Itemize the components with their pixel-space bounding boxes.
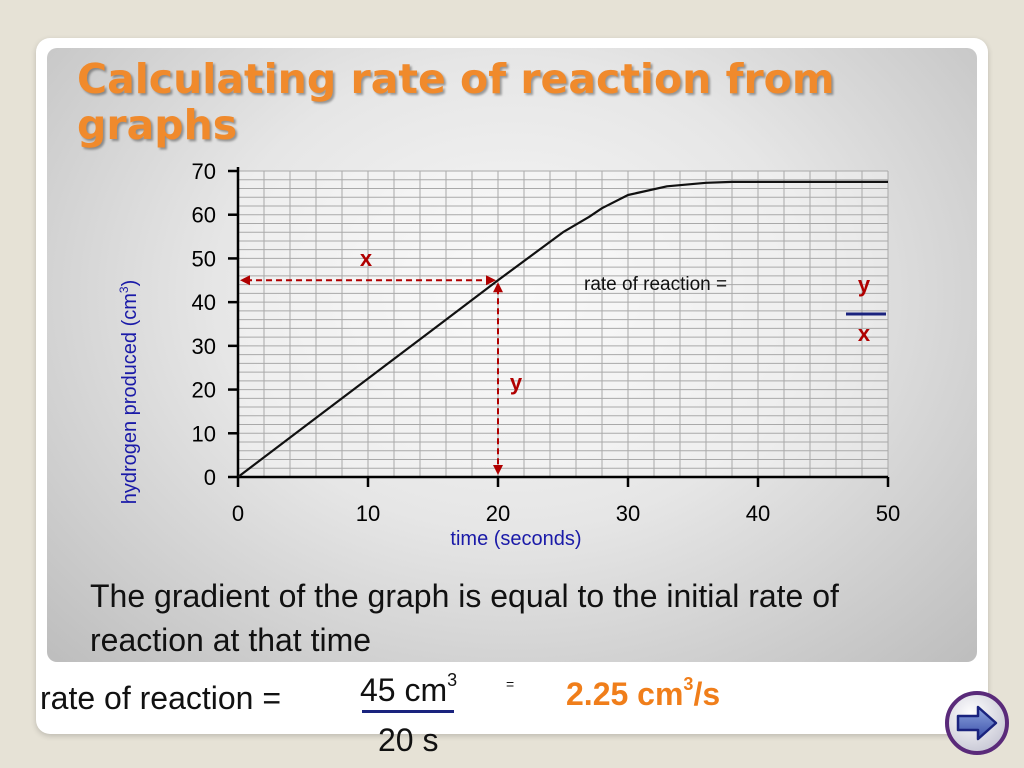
- chart-axes: [236, 167, 888, 479]
- y-tick-label: 20: [192, 378, 216, 403]
- gradient-caption: The gradient of the graph is equal to th…: [90, 578, 839, 658]
- formula-label: rate of reaction =: [40, 680, 282, 716]
- next-slide-button[interactable]: [944, 690, 1010, 756]
- fraction-numerator-y: y: [858, 272, 871, 297]
- y-axis-label-main: hydrogen produced (cm: [119, 293, 141, 504]
- chart-grid: [238, 170, 889, 477]
- arrowhead-down: [493, 465, 503, 475]
- x-annotation-label: x: [360, 246, 373, 271]
- arrowhead-left: [240, 275, 250, 286]
- y-tick-label: 0: [204, 465, 216, 490]
- result-sup: 3: [683, 674, 694, 694]
- x-axis-label: time (seconds): [450, 528, 581, 550]
- x-tick-label: 20: [486, 501, 510, 526]
- y-tick-label: 50: [192, 246, 216, 271]
- fraction-denominator-x: x: [858, 321, 871, 346]
- rate-formula-text: rate of reaction =: [584, 274, 727, 295]
- numerator-sup: 3: [447, 670, 458, 690]
- series-line: [237, 180, 888, 478]
- y-axis-label-sup: 3: [117, 286, 131, 293]
- y-tick-label: 30: [192, 334, 216, 359]
- fraction-bar: [362, 710, 454, 713]
- x-tick-label: 30: [616, 501, 640, 526]
- title-line-2: graphs: [77, 101, 238, 149]
- arrow-right-icon: [945, 691, 1009, 755]
- y-annotation-label: y: [510, 370, 523, 395]
- y-tick-label: 10: [192, 421, 216, 446]
- numerator-text: 45 cm: [360, 672, 448, 708]
- y-tick-label: 60: [192, 203, 216, 228]
- formula-numerator: 45 cm3: [360, 670, 458, 709]
- formula-denominator: 20 s: [378, 722, 439, 758]
- x-tick-label: 10: [356, 501, 380, 526]
- result-end: /s: [693, 676, 721, 712]
- formula-equals: =: [506, 676, 515, 692]
- result-text: 2.25 cm: [566, 676, 684, 712]
- y-tick-label: 70: [192, 159, 216, 184]
- plot-area: [238, 171, 888, 477]
- chart-series: [237, 180, 888, 478]
- chart-ticks: 0 10 20 30 40 50 0 10 20 30 40 50 60 70: [192, 159, 901, 526]
- arrowhead-right: [486, 275, 496, 286]
- x-tick-label: 50: [876, 501, 900, 526]
- formula-result: 2.25 cm3/s: [566, 674, 721, 713]
- arrowhead-up: [493, 282, 503, 293]
- y-axis-label: hydrogen produced (cm3): [117, 280, 141, 505]
- slide-title: Calculating rate of reaction from graphs: [77, 56, 957, 148]
- title-line-1: Calculating rate of reaction from: [77, 55, 835, 103]
- y-axis-label-end: ): [119, 280, 141, 287]
- x-tick-label: 40: [746, 501, 770, 526]
- x-tick-label: 0: [232, 501, 244, 526]
- y-tick-label: 40: [192, 290, 216, 315]
